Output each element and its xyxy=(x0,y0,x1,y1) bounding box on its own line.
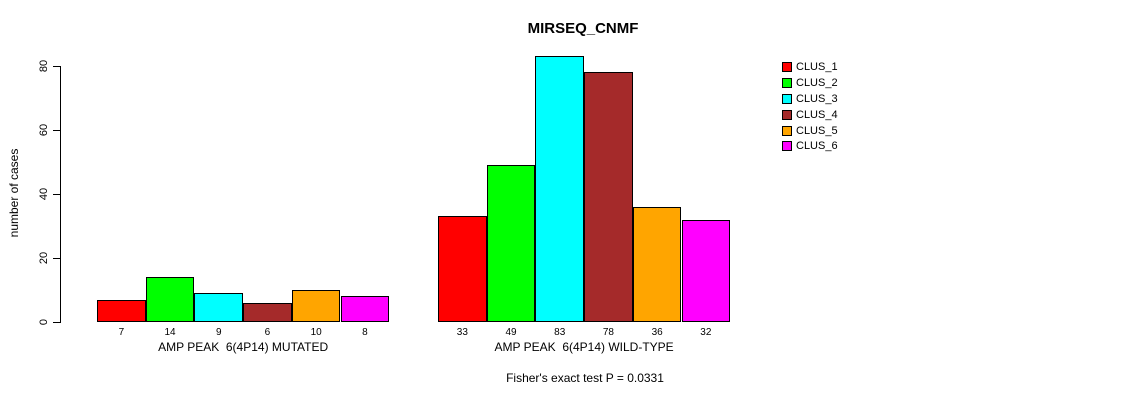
bar-clus_3 xyxy=(194,293,244,322)
y-tick xyxy=(53,66,60,67)
bar-value-label: 9 xyxy=(215,327,222,338)
legend-swatch xyxy=(782,125,792,136)
bar-clus_4 xyxy=(584,72,633,322)
legend-label: CLUS_1 xyxy=(796,61,838,73)
legend-swatch xyxy=(782,77,792,88)
legend-label: CLUS_2 xyxy=(796,76,838,89)
bar-value-label: 6 xyxy=(264,327,271,338)
bar-clus_1 xyxy=(438,216,487,322)
bar-clus_6 xyxy=(681,219,731,322)
fisher-test-caption: Fisher's exact test P = 0.0331 xyxy=(506,371,664,385)
bar-value-label: 49 xyxy=(505,327,517,338)
bar-clus_4 xyxy=(243,302,292,322)
bar-clus_3 xyxy=(535,56,585,322)
bar-clus_1 xyxy=(97,299,146,322)
y-tick-label: 80 xyxy=(38,59,50,73)
bar-clus_5 xyxy=(632,206,682,322)
legend-item: CLUS_4 xyxy=(782,108,838,121)
bar-value-label: 32 xyxy=(700,327,712,338)
y-tick xyxy=(53,322,60,323)
y-tick-label: 40 xyxy=(38,187,50,201)
legend-item: CLUS_3 xyxy=(782,92,838,105)
y-tick-label: 20 xyxy=(38,251,50,265)
bar-clus_2 xyxy=(145,277,195,322)
bar-value-label: 8 xyxy=(362,327,368,338)
legend-item: CLUS_1 xyxy=(782,61,838,73)
legend-swatch xyxy=(782,62,792,72)
legend-label: CLUS_5 xyxy=(796,124,838,137)
bar-value-label: 33 xyxy=(456,327,468,338)
bar-clus_2 xyxy=(486,165,536,322)
y-axis-line xyxy=(60,66,61,323)
legend-label: CLUS_4 xyxy=(796,108,838,121)
legend-swatch xyxy=(782,141,792,152)
legend-swatch xyxy=(782,109,792,120)
y-tick xyxy=(53,194,60,195)
y-tick-label: 0 xyxy=(38,318,50,326)
legend-item: CLUS_5 xyxy=(782,124,838,137)
legend-label: CLUS_6 xyxy=(796,140,838,153)
bar-value-label: 36 xyxy=(651,327,663,338)
legend-swatch xyxy=(782,93,792,104)
bar-clus_6 xyxy=(340,296,390,322)
x-axis-group-label: AMP PEAK 6(4P14) MUTATED xyxy=(158,340,329,354)
legend: CLUS_1 CLUS_2 CLUS_3 CLUS_4 CLUS_5 CLUS_6 xyxy=(782,61,838,153)
y-tick xyxy=(53,130,60,131)
legend-item: CLUS_6 xyxy=(782,140,838,153)
legend-label: CLUS_3 xyxy=(796,92,838,105)
x-axis-group-label: AMP PEAK 6(4P14) WILD-TYPE xyxy=(494,340,674,354)
bar-value-label: 14 xyxy=(164,327,176,338)
bar-value-label: 7 xyxy=(118,327,125,338)
bar-value-label: 83 xyxy=(554,327,566,338)
bar-clus_5 xyxy=(291,290,341,322)
y-axis-label: number of cases xyxy=(7,148,21,238)
y-tick-label: 60 xyxy=(38,123,50,137)
y-tick xyxy=(53,258,60,259)
chart-title: MIRSEQ_CNMF xyxy=(527,20,639,37)
legend-item: CLUS_2 xyxy=(782,76,838,89)
bar-value-label: 78 xyxy=(602,327,614,338)
bar-value-label: 10 xyxy=(310,327,322,338)
